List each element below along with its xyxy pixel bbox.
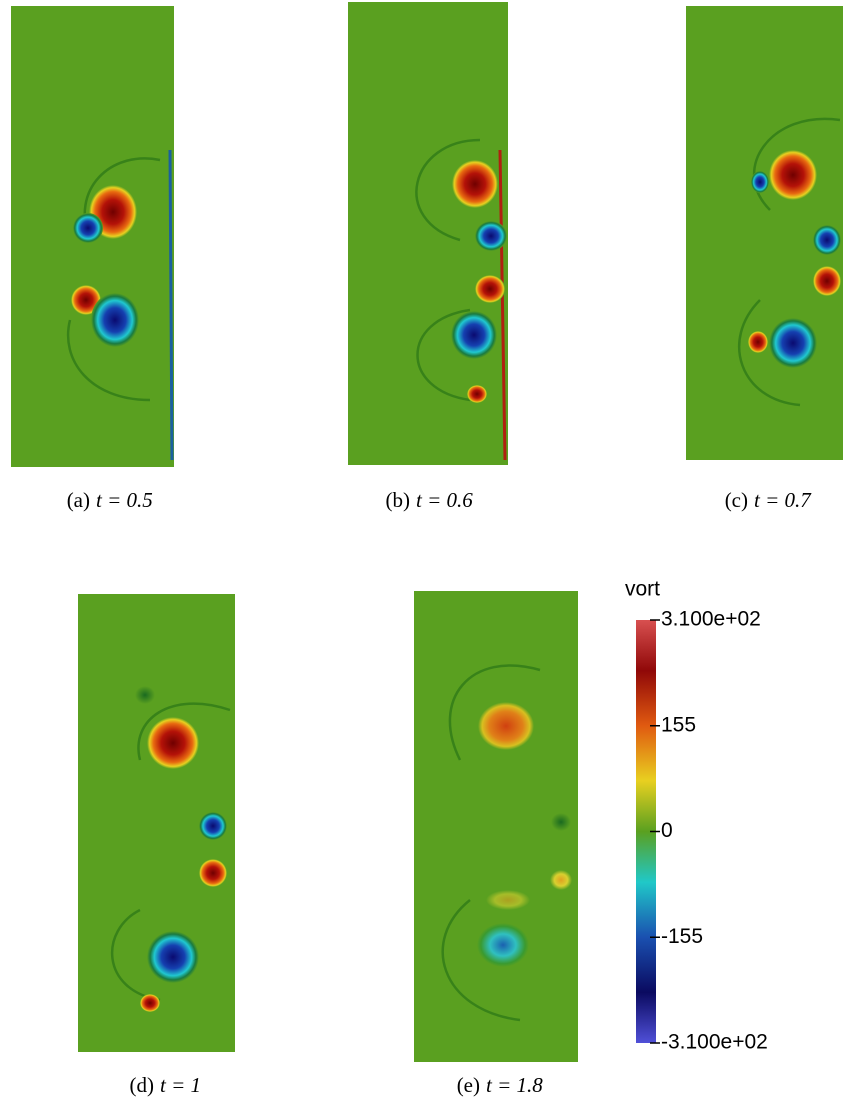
colorbar: vort 3.100e+02 155 0 -155 -3.100e+02: [625, 578, 768, 1054]
colorbar-title: vort: [625, 578, 660, 601]
colorbar-tick-label: -155: [661, 925, 703, 948]
caption-tag: (b): [386, 488, 411, 512]
caption-tag: (c): [725, 488, 748, 512]
captions: (a) t = 0.5 (b) t = 0.6 (c) t = 0.7 (d) …: [67, 488, 813, 1097]
caption-tag: (e): [457, 1073, 480, 1097]
caption-equation: t = 0.6: [416, 488, 473, 512]
caption-tag: (d): [130, 1073, 155, 1097]
caption-equation: t = 0.5: [96, 488, 153, 512]
panel-e: [414, 591, 578, 1062]
colorbar-tick-label: 0: [661, 819, 673, 842]
colorbar-tick-label: -3.100e+02: [661, 1031, 768, 1054]
caption-equation: t = 1.8: [486, 1073, 543, 1097]
colorbar-tick-label: 155: [661, 713, 696, 736]
panel-a: [11, 6, 174, 467]
panel-c: [686, 6, 843, 460]
colorbar-tick-label: 3.100e+02: [661, 608, 761, 631]
panel-b: [348, 2, 508, 465]
caption-equation: t = 0.7: [754, 488, 812, 512]
caption-tag: (a): [67, 488, 90, 512]
panel-d: [78, 594, 235, 1052]
caption-equation: t = 1: [160, 1073, 201, 1097]
